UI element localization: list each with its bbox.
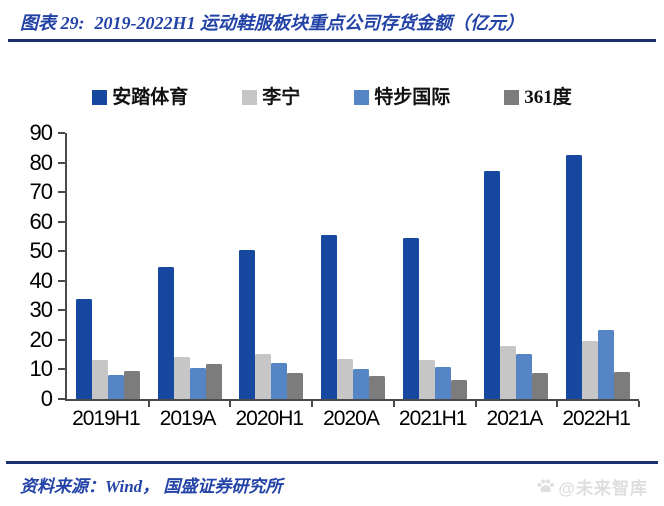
y-axis-label: 40 <box>29 267 53 293</box>
plot-area <box>65 133 640 407</box>
y-axis-label: 80 <box>29 149 53 175</box>
chart-bar <box>271 362 288 399</box>
chart-bar <box>500 346 517 399</box>
x-axis-tick <box>229 401 232 407</box>
chart-bar <box>107 374 124 399</box>
chart-bar <box>189 367 206 399</box>
figure-label: 图表 29: <box>20 13 85 33</box>
y-axis-label: 20 <box>29 326 53 352</box>
chart-bar <box>123 370 140 399</box>
chart-bar <box>205 364 222 399</box>
x-axis-label: 2019H1 <box>72 407 141 430</box>
watermark-text: @未来智库 <box>558 479 648 498</box>
chart-bar <box>255 354 272 399</box>
legend-item: 安踏体育 <box>92 88 188 107</box>
legend-label: 361度 <box>524 86 572 108</box>
chart-legend: 安踏体育 李宁 特步国际 361度 <box>0 84 664 110</box>
y-axis-tick <box>58 191 65 194</box>
y-axis-tick <box>58 398 65 400</box>
y-axis-label: 0 <box>40 386 53 411</box>
x-axis-tick <box>392 401 395 407</box>
chart-bar <box>484 171 501 399</box>
watermark: @未来智库 <box>536 474 648 499</box>
y-axis-tick <box>58 338 65 341</box>
y-axis-tick <box>58 368 65 371</box>
y-axis-label: 60 <box>29 208 53 234</box>
x-axis-tick <box>638 401 640 407</box>
chart-bar <box>173 357 190 399</box>
y-axis-label: 50 <box>29 238 53 264</box>
paw-icon <box>537 479 555 493</box>
chart-bar <box>287 372 304 399</box>
y-axis-tick <box>58 250 65 253</box>
bottom-rule <box>6 461 658 464</box>
chart-bar <box>516 354 533 399</box>
y-axis-label: 90 <box>29 120 53 145</box>
chart-bar <box>239 249 256 399</box>
chart-bar <box>566 155 583 399</box>
chart-bar <box>337 358 353 399</box>
y-axis-label: 30 <box>29 297 53 323</box>
legend-label: 安踏体育 <box>112 86 189 108</box>
x-axis-label: 2022H1 <box>562 407 631 430</box>
legend-swatch <box>92 89 108 105</box>
chart-bar <box>614 371 631 399</box>
figure-title-row: 图表 29: 2019-2022H1 运动鞋服板块重点公司存货金额（亿元） <box>20 11 650 35</box>
legend-swatch <box>242 89 258 105</box>
legend-item: 361度 <box>504 88 572 107</box>
x-axis-label: 2020A <box>323 407 380 430</box>
chart-bar <box>450 380 467 399</box>
chart-bar <box>532 372 549 399</box>
y-axis-tick <box>58 132 65 134</box>
y-axis-tick <box>58 309 65 312</box>
x-axis-label: 2021H1 <box>398 407 468 430</box>
y-axis-tick <box>58 161 65 164</box>
x-axis-tick <box>147 401 150 407</box>
y-axis-tick <box>58 220 65 223</box>
chart-bar <box>91 359 108 399</box>
legend-swatch <box>504 89 520 105</box>
y-axis-tick <box>58 279 65 282</box>
source-note: 资料来源：Wind， 国盛证券研究所 <box>20 477 283 496</box>
top-rule <box>8 39 656 42</box>
chart-bar <box>402 237 419 399</box>
x-axis-tick <box>311 401 314 407</box>
chart-bar <box>353 369 369 399</box>
legend-label: 特步国际 <box>374 86 451 108</box>
figure-title: 2019-2022H1 运动鞋服板块重点公司存货金额（亿元） <box>94 13 525 33</box>
x-axis-tick <box>474 401 477 407</box>
chart-bar <box>434 366 451 399</box>
x-axis-tick <box>556 401 559 407</box>
chart-bar <box>598 330 615 399</box>
legend-item: 特步国际 <box>354 88 450 107</box>
x-axis-label: 2019A <box>159 407 217 430</box>
chart-bar <box>157 267 174 399</box>
legend-item: 李宁 <box>242 88 300 107</box>
x-axis-label: 2020H1 <box>235 407 305 430</box>
chart-bar <box>582 340 599 399</box>
chart-bar <box>75 298 92 399</box>
y-axis-label: 70 <box>29 179 53 205</box>
chart-bar <box>418 360 435 399</box>
chart-bar <box>369 376 385 399</box>
x-axis-label: 2021A <box>486 407 544 430</box>
legend-swatch <box>354 89 370 105</box>
legend-label: 李宁 <box>262 86 301 108</box>
y-axis-label: 10 <box>29 356 53 382</box>
chart-bar <box>321 234 337 399</box>
